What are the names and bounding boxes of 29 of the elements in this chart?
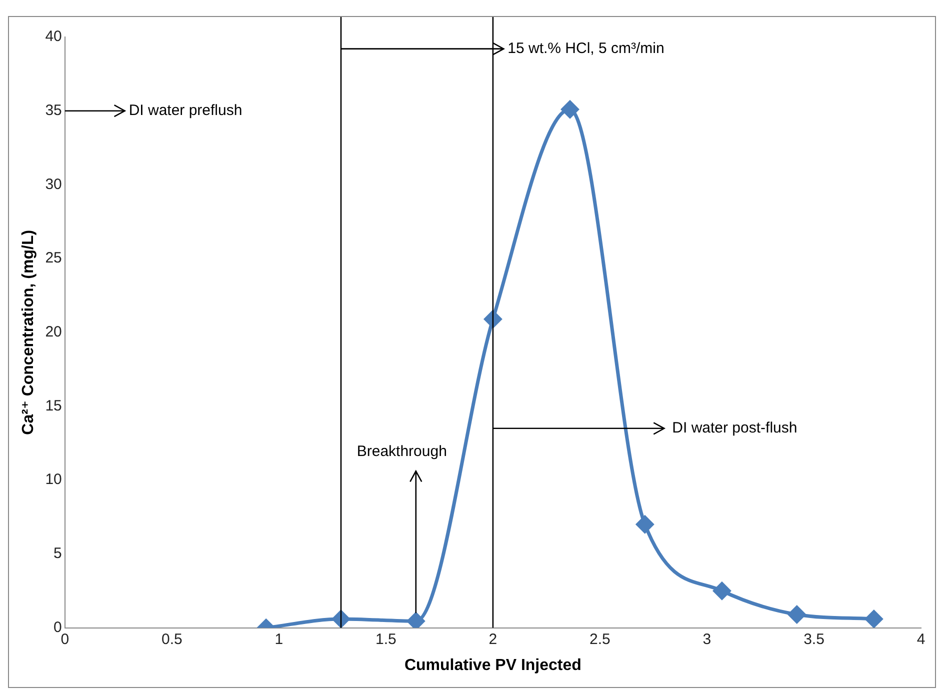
x-axis-title: Cumulative PV Injected bbox=[404, 656, 582, 674]
y-axis-title: Ca²⁺ Concentration, (mg/L) bbox=[20, 230, 38, 435]
x-tick-label: 1 bbox=[274, 630, 284, 648]
y-tick-label: 40 bbox=[45, 28, 62, 46]
y-tick-label: 5 bbox=[54, 545, 62, 562]
y-tick-label: 25 bbox=[45, 250, 62, 267]
x-tick-label: 3.5 bbox=[804, 630, 824, 648]
y-tick-label: 0 bbox=[54, 618, 62, 636]
y-tick-label: 20 bbox=[45, 324, 62, 341]
y-tick-label: 10 bbox=[45, 471, 62, 488]
annotation: DI water post-flush bbox=[672, 420, 798, 437]
x-tick-label: 0.5 bbox=[161, 630, 182, 648]
annotation: Breakthrough bbox=[356, 442, 447, 460]
point bbox=[713, 582, 731, 600]
x-tick-label: 3 bbox=[702, 630, 712, 648]
point bbox=[561, 100, 579, 118]
x-tick-label: 2.5 bbox=[590, 630, 610, 648]
point bbox=[636, 516, 654, 534]
y-tick-label: 35 bbox=[45, 102, 62, 119]
x-tick-label: 4 bbox=[916, 630, 926, 648]
x-tick-label: 1.5 bbox=[376, 630, 396, 648]
point bbox=[865, 610, 883, 628]
x-tick-label: 2 bbox=[488, 630, 498, 648]
annotation: 15 wt.% HCl, 5 cm³/min bbox=[508, 40, 664, 57]
point bbox=[407, 612, 425, 628]
y-tick-label: 15 bbox=[45, 397, 62, 414]
y-tick-label: 30 bbox=[45, 176, 62, 193]
annotation: DI water preflush bbox=[128, 102, 242, 119]
point bbox=[788, 606, 806, 624]
